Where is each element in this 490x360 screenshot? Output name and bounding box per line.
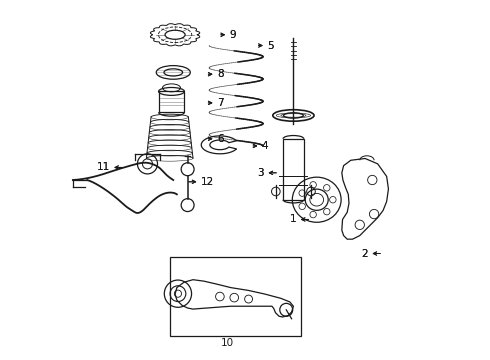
- Text: 8: 8: [217, 69, 223, 79]
- Bar: [283, 139, 304, 200]
- Text: 4: 4: [262, 141, 269, 151]
- Text: 2: 2: [362, 248, 368, 258]
- Text: 12: 12: [201, 177, 214, 187]
- Text: 4: 4: [262, 141, 269, 151]
- Text: 10: 10: [220, 338, 234, 348]
- Text: 9: 9: [230, 30, 236, 40]
- Text: 3: 3: [257, 168, 264, 178]
- Text: 1: 1: [290, 215, 296, 224]
- Text: 7: 7: [217, 98, 223, 108]
- Text: 6: 6: [217, 134, 223, 144]
- Text: 1: 1: [290, 215, 296, 224]
- Text: 5: 5: [267, 41, 274, 50]
- Text: 11: 11: [97, 162, 110, 172]
- Bar: [170, 257, 300, 336]
- Bar: [159, 91, 184, 112]
- Text: 6: 6: [217, 134, 223, 144]
- Text: 7: 7: [217, 98, 223, 108]
- Text: 3: 3: [257, 168, 264, 178]
- Text: 2: 2: [362, 248, 368, 258]
- Text: 9: 9: [230, 30, 236, 40]
- Text: 5: 5: [267, 41, 274, 50]
- Text: 8: 8: [217, 69, 223, 79]
- Text: 11: 11: [97, 162, 110, 172]
- Text: 12: 12: [201, 177, 214, 187]
